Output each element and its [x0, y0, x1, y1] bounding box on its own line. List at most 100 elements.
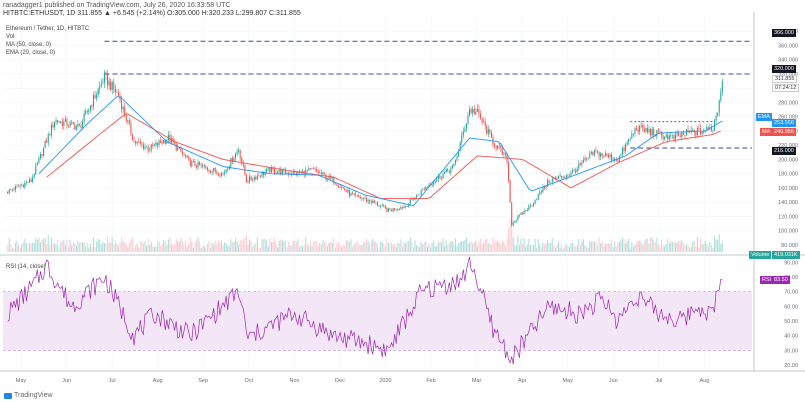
volume-bar: [720, 243, 722, 252]
volume-bar: [311, 245, 313, 252]
time-tick-label: Jun: [62, 378, 71, 384]
candle-body: [14, 186, 17, 190]
candle-body: [83, 113, 85, 122]
candle-body: [670, 135, 672, 136]
volume-bar: [525, 246, 527, 252]
volume-bar: [291, 245, 293, 252]
candle-body: [703, 131, 705, 133]
volume-bar: [703, 243, 705, 252]
price-tick-label: 320.000: [778, 72, 798, 78]
candle-body: [469, 109, 471, 116]
volume-bar: [141, 241, 143, 252]
candle-body: [481, 118, 483, 123]
volume-bar: [701, 244, 703, 252]
candle-body: [206, 167, 208, 170]
candle-body: [640, 124, 642, 126]
volume-bar: [351, 246, 354, 252]
candle-body: [657, 130, 659, 132]
volume-bar: [392, 244, 394, 252]
volume-bar: [632, 245, 634, 252]
volume-bar: [383, 243, 385, 252]
candle-body: [628, 139, 630, 143]
candle-body: [515, 220, 517, 222]
rsi-tick-label: 60.00: [784, 304, 798, 310]
candle-body: [181, 151, 183, 154]
candle-body: [258, 175, 260, 177]
volume-bar: [411, 240, 413, 252]
rsi-tick-label: 20.00: [784, 363, 798, 369]
volume-bar: [337, 242, 340, 252]
volume-bar: [406, 241, 408, 252]
volume-bar: [199, 241, 201, 252]
candle-body: [589, 153, 591, 158]
volume-bar: [447, 244, 449, 252]
time-tick-label: Feb: [426, 378, 435, 384]
volume-bar: [341, 246, 343, 252]
volume-bar: [526, 244, 528, 252]
volume-bar: [334, 247, 336, 252]
volume-bar: [472, 243, 474, 252]
candle-body: [192, 161, 194, 162]
candle-body: [478, 109, 480, 114]
candle-body: [520, 212, 522, 215]
candle-body: [522, 212, 524, 215]
tag-rsi-value: 83.50: [772, 276, 790, 284]
volume-bar: [284, 240, 286, 252]
candle-body: [373, 200, 375, 203]
candle-body: [128, 120, 130, 124]
volume-bar: [347, 240, 349, 252]
candle-body: [322, 172, 324, 175]
volume-bar: [640, 242, 642, 252]
volume-bar: [592, 241, 594, 252]
volume-bar: [275, 243, 277, 252]
candle-body: [63, 121, 65, 126]
volume-bar: [211, 242, 213, 252]
candle-body: [660, 131, 663, 136]
candle-body: [561, 175, 563, 178]
volume-bar: [420, 241, 422, 252]
candle-body: [161, 142, 163, 144]
candle-body: [428, 184, 430, 187]
candle-body: [227, 169, 229, 170]
candle-body: [706, 127, 708, 131]
volume-bar: [648, 243, 650, 252]
candle-body: [380, 206, 382, 207]
tradingview-logo-text: TradingView: [14, 392, 53, 399]
volume-bar: [234, 238, 237, 252]
time-tick-label: Apr: [518, 378, 527, 384]
candle-body: [497, 145, 499, 149]
candle-body: [459, 142, 461, 151]
tag-last-price: 311.855: [772, 75, 798, 83]
volume-bar: [380, 242, 382, 252]
volume-bar: [44, 237, 46, 252]
candle-body: [348, 190, 350, 196]
volume-bar: [465, 237, 467, 252]
candle-body: [52, 124, 54, 128]
volume-bar: [717, 239, 719, 252]
volume-bar: [375, 241, 377, 252]
candle-body: [67, 126, 70, 127]
candle-body: [370, 201, 372, 204]
ema20-line: [38, 96, 723, 207]
volume-bar: [394, 243, 396, 252]
volume-bar: [511, 213, 513, 252]
volume-bar: [462, 241, 464, 252]
volume-bar: [277, 247, 279, 252]
time-tick-label: May: [16, 378, 27, 384]
candle-body: [486, 125, 488, 134]
volume-bar: [403, 242, 405, 252]
candle-body: [74, 124, 76, 130]
volume-bars: [7, 213, 723, 252]
volume-bar: [230, 238, 232, 252]
candle-body: [710, 127, 712, 131]
volume-bar: [473, 242, 475, 252]
volume-bar: [623, 239, 625, 252]
time-tick-label: Aug: [700, 378, 710, 384]
candle-body: [50, 124, 52, 136]
candle-body: [136, 141, 138, 144]
volume-bar: [659, 247, 661, 252]
candle-body: [341, 187, 343, 188]
volume-bar: [64, 245, 66, 252]
volume-bar: [386, 238, 388, 252]
candle-body: [612, 159, 614, 161]
